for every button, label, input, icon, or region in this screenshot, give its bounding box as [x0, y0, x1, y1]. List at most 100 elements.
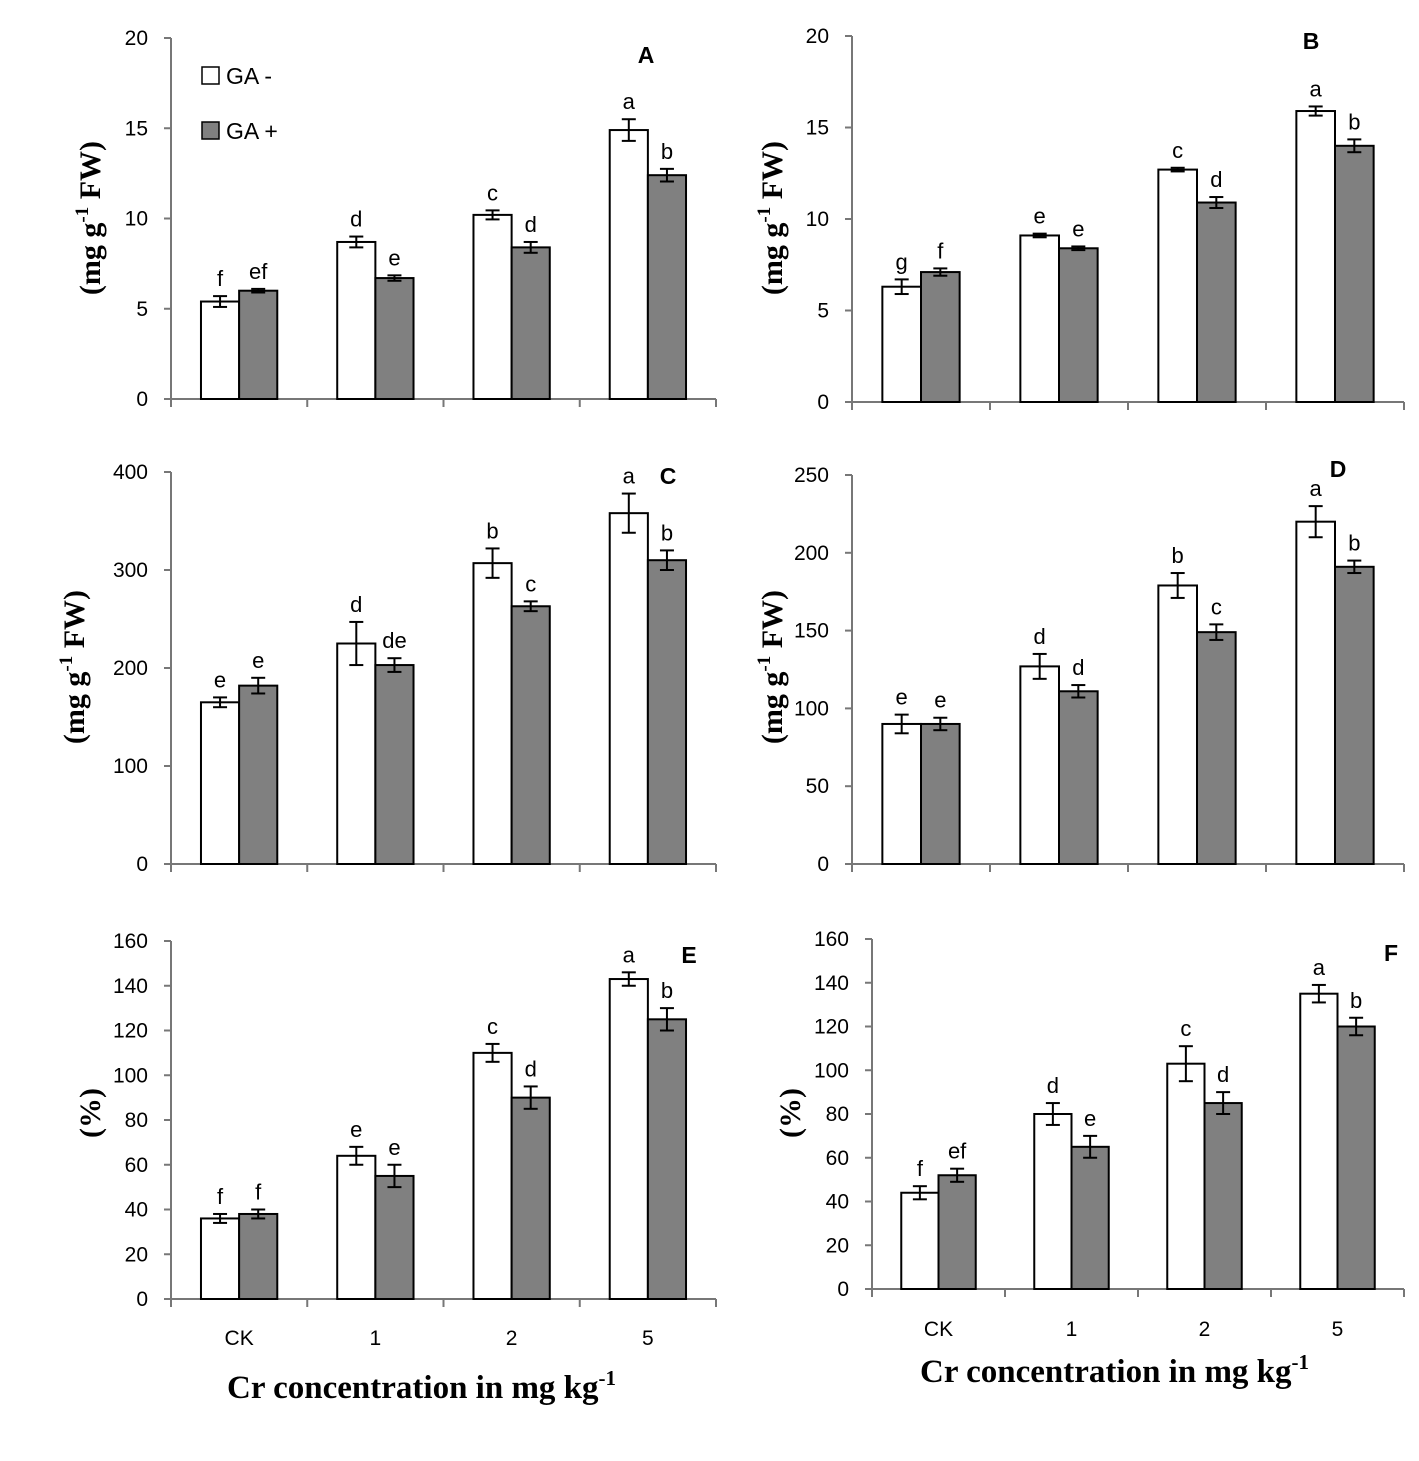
y-axis-title-b: (mg g-1 FW): [754, 141, 789, 295]
bar-d-ga-plus: [920, 722, 961, 866]
y-tick-label-b: 0: [817, 391, 829, 414]
y-axis-title-e: (%): [74, 1088, 107, 1138]
significance-label-e: b: [661, 978, 673, 1003]
bar-c-ga-plus: [374, 664, 415, 865]
y-tick-label-b: 15: [806, 117, 829, 140]
significance-label-b: c: [1172, 138, 1183, 163]
y-tick-label-e: 0: [136, 1288, 148, 1311]
bar-b-ga-plus: [920, 271, 961, 403]
significance-label-f: a: [1313, 955, 1326, 980]
y-tick-label-f: 80: [826, 1103, 849, 1126]
bar-c-ga-minus: [472, 562, 513, 865]
y-tick-label-f: 100: [814, 1059, 849, 1082]
y-tick-label-a: 5: [136, 298, 148, 321]
bar-f-ga-plus: [1203, 1102, 1243, 1290]
significance-label-d: d: [1072, 655, 1084, 680]
x-category-label-f: CK: [924, 1318, 953, 1341]
y-tick-label-d: 0: [817, 853, 829, 876]
bar-e-ga-plus: [510, 1096, 551, 1300]
x-category-label-e: 5: [642, 1327, 654, 1350]
x-category-label-f: 5: [1332, 1318, 1344, 1341]
significance-label-d: b: [1172, 543, 1184, 568]
bar-f-ga-plus: [937, 1174, 977, 1290]
bar-d-ga-minus: [1019, 665, 1060, 865]
bar-d-ga-plus: [1058, 690, 1099, 865]
x-category-label-f: 2: [1199, 1318, 1211, 1341]
y-tick-label-e: 140: [113, 975, 148, 998]
significance-label-a: a: [623, 89, 636, 114]
bar-b-ga-plus: [1334, 144, 1375, 404]
x-category-label-e: 1: [370, 1327, 382, 1350]
panel-letter-f: F: [1384, 940, 1398, 966]
significance-label-d: a: [1310, 476, 1323, 501]
y-tick-label-b: 5: [817, 300, 829, 323]
y-tick-label-c: 400: [113, 461, 148, 484]
bar-a-ga-plus: [646, 174, 688, 400]
significance-label-d: e: [934, 688, 946, 713]
y-tick-label-e: 60: [125, 1154, 148, 1177]
significance-label-e: f: [255, 1180, 262, 1205]
significance-label-e: d: [525, 1056, 537, 1081]
bar-c-ga-minus: [199, 701, 241, 865]
y-tick-label-a: 20: [125, 27, 148, 50]
significance-label-d: b: [1348, 531, 1360, 556]
significance-label-d: e: [896, 685, 908, 710]
y-tick-label-a: 15: [125, 117, 148, 140]
significance-label-f: e: [1084, 1106, 1096, 1131]
bar-a-ga-minus: [608, 129, 649, 400]
significance-label-c: de: [382, 628, 406, 653]
bar-d-ga-plus: [1196, 631, 1237, 865]
panel-e: 0 20 40 60 80 100 120 140 160 f e c a f e d b CK 1 2 5 E (%): [74, 930, 717, 1350]
bar-f-ga-plus: [1336, 1025, 1376, 1290]
y-tick-label-b: 10: [806, 208, 829, 231]
significance-label-b: a: [1310, 76, 1323, 101]
significance-label-f: f: [917, 1156, 924, 1181]
panel-c: 0 100 200 300 400 e d b a e de c b C (mg g-1 FW): [56, 461, 717, 876]
significance-label-b: e: [1072, 216, 1084, 241]
panel-letter-e: E: [681, 942, 696, 968]
y-axis-title-f: (%): [774, 1088, 807, 1138]
significance-label-f: d: [1217, 1062, 1229, 1087]
significance-label-e: e: [388, 1135, 400, 1160]
y-tick-label-f: 0: [837, 1278, 849, 1301]
bar-e-ga-minus: [336, 1154, 377, 1301]
y-axis-title-d: (mg g-1 FW): [754, 590, 789, 744]
legend: GA - GA +: [201, 63, 278, 144]
significance-label-e: c: [487, 1014, 498, 1039]
bar-e-ga-plus: [374, 1174, 415, 1300]
panel-d: 0 50 100 150 200 250 e d b a e d c b D (mg g-1 FW): [754, 456, 1405, 876]
bar-a-ga-minus: [472, 213, 513, 400]
y-tick-label-f: 140: [814, 972, 849, 995]
significance-label-e: e: [350, 1117, 362, 1142]
y-axis-title-a: (mg g-1 FW): [72, 141, 107, 295]
y-tick-label-f: 60: [826, 1147, 849, 1170]
panel-letter-d: D: [1330, 456, 1347, 482]
bar-b-ga-minus: [881, 285, 922, 403]
bar-d-ga-minus: [1295, 520, 1336, 865]
significance-label-b: e: [1034, 204, 1046, 229]
y-tick-label-a: 10: [125, 208, 148, 231]
y-tick-label-f: 40: [826, 1191, 849, 1214]
x-axis-title-left: Cr concentration in mg kg-1: [227, 1366, 616, 1406]
significance-label-c: d: [350, 592, 362, 617]
significance-label-b: g: [896, 249, 908, 274]
bar-a-ga-plus: [510, 246, 551, 400]
x-category-label-f: 1: [1066, 1318, 1078, 1341]
significance-label-f: ef: [948, 1139, 967, 1164]
bar-e-ga-minus: [472, 1051, 513, 1300]
y-tick-label-f: 120: [814, 1016, 849, 1039]
bar-b-ga-plus: [1058, 247, 1099, 403]
panel-b: 0 5 10 15 20 g e c a f e d b B (mg g-1 FW): [754, 25, 1405, 414]
bar-b-ga-minus: [1019, 234, 1060, 403]
y-tick-label-d: 150: [794, 620, 829, 643]
significance-label-c: e: [214, 667, 226, 692]
bar-c-ga-plus: [238, 684, 279, 866]
legend-label-ga-minus: GA -: [226, 63, 272, 89]
bar-b-ga-plus: [1196, 201, 1237, 403]
significance-label-e: f: [217, 1184, 224, 1209]
y-tick-label-c: 300: [113, 559, 148, 582]
bar-f-ga-plus: [1070, 1145, 1110, 1290]
y-tick-label-c: 0: [136, 853, 148, 876]
